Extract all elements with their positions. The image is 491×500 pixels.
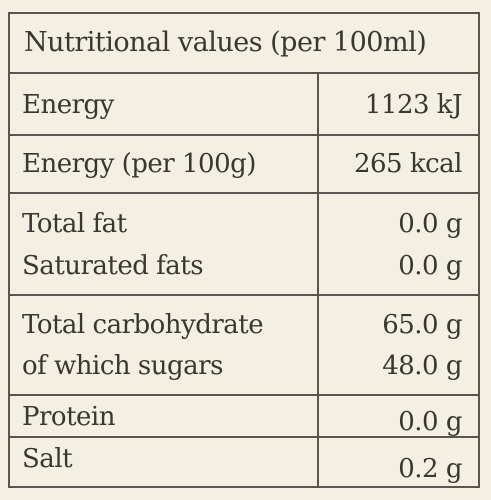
table-row: Salt 0.2 g: [10, 436, 478, 488]
nutrient-value: 65.0 g: [382, 310, 462, 340]
nutrient-name: Total fat: [22, 209, 127, 239]
nutrient-name: Salt: [22, 444, 73, 474]
table-row: Energy 1123 kJ: [10, 72, 478, 134]
nutrient-name: Energy: [22, 90, 114, 120]
table-row: Total fat 0.0 g Saturated fats 0.0 g: [10, 192, 478, 294]
nutrient-value: 48.0 g: [382, 351, 462, 381]
nutrient-value: 265 kcal: [353, 149, 463, 179]
nutrient-value: 0.0 g: [398, 407, 462, 437]
column-divider: [317, 72, 319, 486]
nutrient-value: 0.2 g: [398, 454, 462, 484]
nutrition-table: Nutritional values (per 100ml) Energy 11…: [8, 12, 480, 488]
nutrient-value: 1123 kJ: [364, 90, 463, 120]
table-title: Nutritional values (per 100ml): [24, 27, 427, 58]
nutrient-name: Energy (per 100g): [22, 149, 256, 179]
table-row: Total carbohydrate 65.0 g of which sugar…: [10, 294, 478, 394]
nutrient-name: Total carbohydrate: [22, 310, 264, 340]
nutrient-name: Protein: [22, 402, 115, 432]
nutrient-name: Saturated fats: [22, 251, 204, 281]
table-header-row: Nutritional values (per 100ml): [10, 14, 478, 72]
table-row: Energy (per 100g) 265 kcal: [10, 134, 478, 192]
nutrient-value: 0.0 g: [398, 209, 462, 239]
nutrient-name: of which sugars: [22, 351, 223, 381]
nutrient-value: 0.0 g: [398, 251, 462, 281]
table-row: Protein 0.0 g: [10, 394, 478, 437]
